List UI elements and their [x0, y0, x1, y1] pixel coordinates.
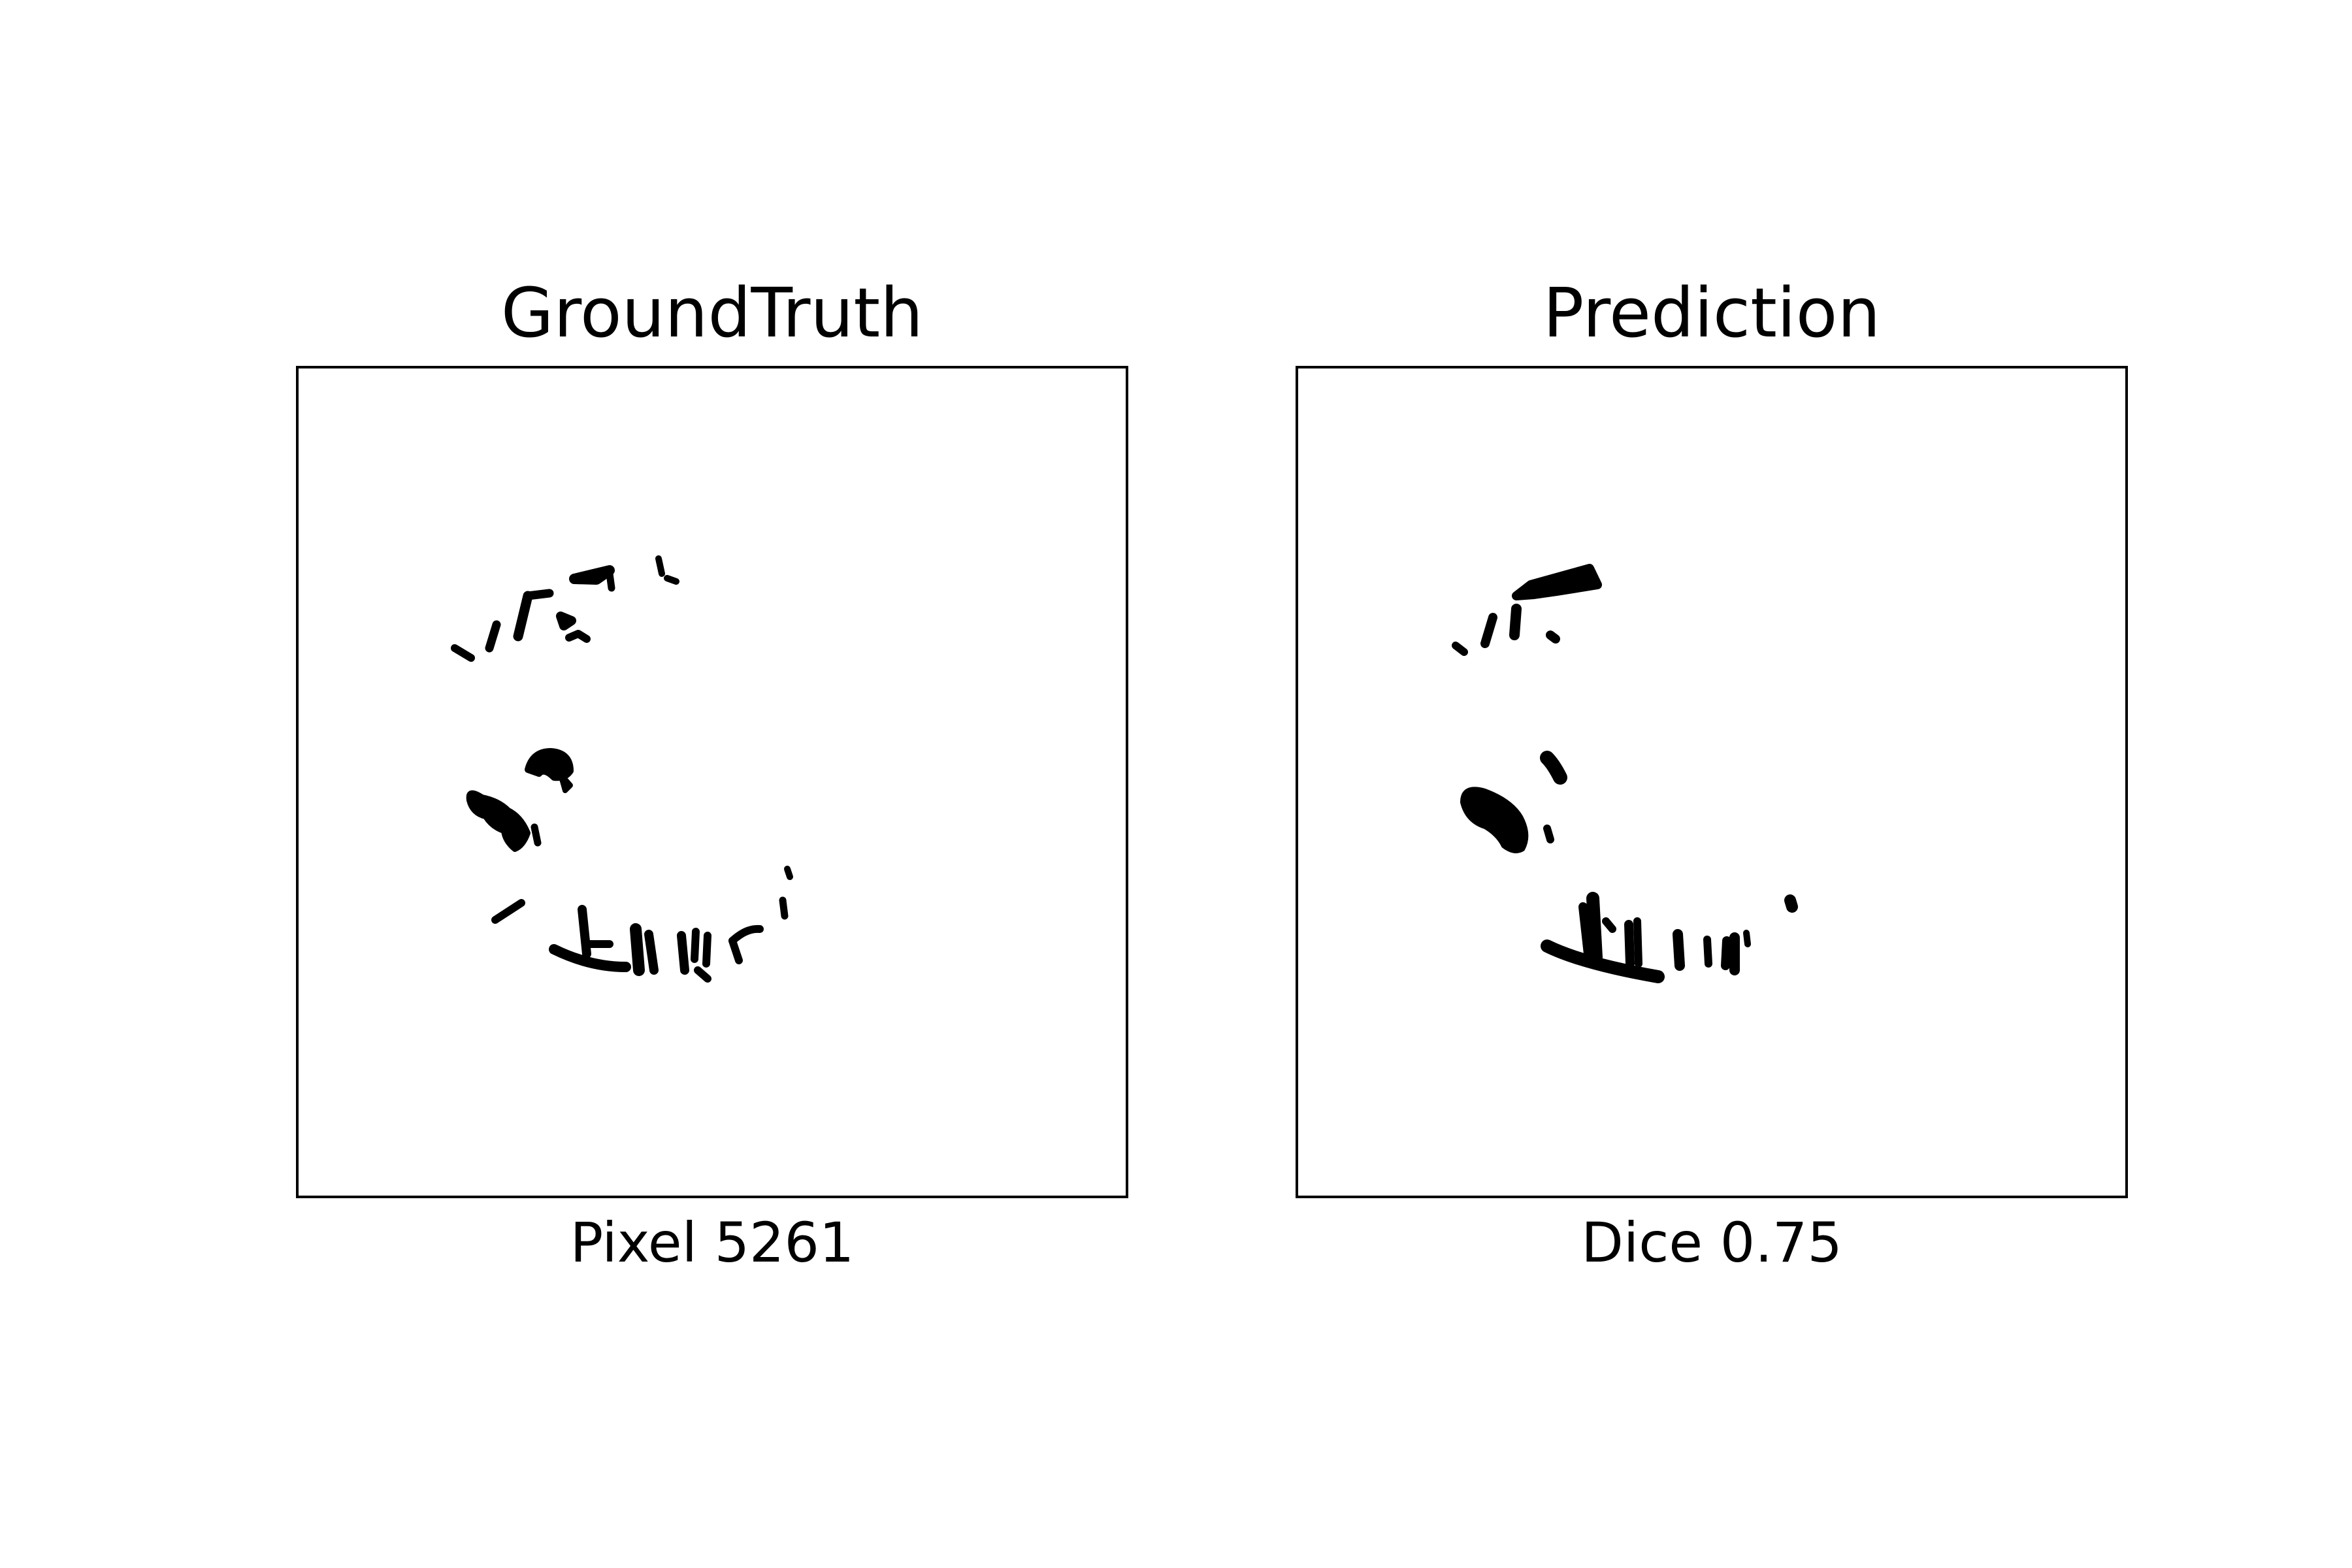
groundtruth-upper-fragments	[451, 555, 679, 662]
groundtruth-caption: Pixel 5261	[570, 1211, 855, 1275]
groundtruth-lower-fragments	[491, 866, 793, 983]
groundtruth-frame	[296, 366, 1128, 1198]
prediction-frame	[1296, 366, 2128, 1198]
prediction-mask	[1296, 366, 2128, 1198]
groundtruth-image	[296, 366, 1128, 1198]
prediction-upper-fragments	[1452, 564, 1602, 656]
groundtruth-title: GroundTruth	[500, 273, 924, 353]
groundtruth-mask	[296, 366, 1128, 1198]
prediction-title: Prediction	[1543, 273, 1881, 353]
groundtruth-middle-fragments	[466, 748, 574, 852]
prediction-lower-fragments	[1541, 892, 1798, 983]
prediction-caption: Dice 0.75	[1581, 1211, 1842, 1275]
prediction-middle-fragments	[1460, 751, 1567, 854]
prediction-image	[1296, 366, 2128, 1198]
